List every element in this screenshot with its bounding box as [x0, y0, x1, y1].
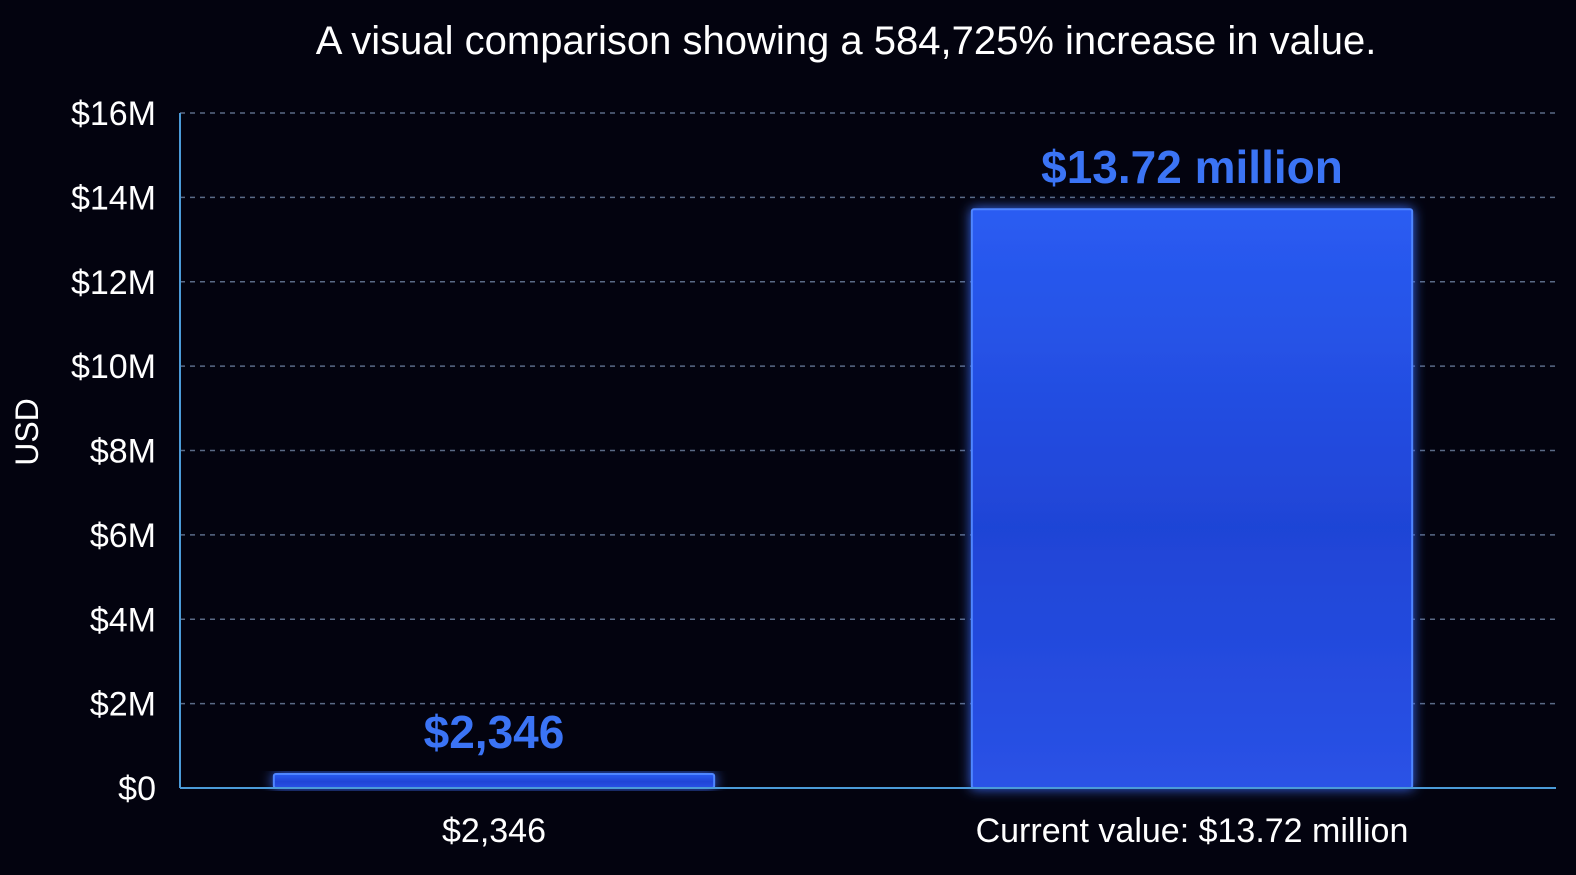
x-axis-ticks: $2,346 Current value: $13.72 million — [442, 812, 1408, 850]
chart-title: A visual comparison showing a 584,725% i… — [316, 19, 1377, 63]
y-tick-label: $4M — [90, 601, 156, 639]
bar — [272, 773, 716, 789]
y-axis-ticks: $0 $2M $4M $6M $8M $10M $12M $14M $16M — [71, 95, 156, 808]
y-tick-label: $16M — [71, 95, 156, 133]
y-tick-label: $2M — [90, 686, 156, 724]
axes — [179, 113, 1556, 789]
y-tick-label: $0 — [118, 770, 156, 808]
data-labels: $2,346 $13.72 million — [424, 141, 1343, 758]
y-tick-label: $10M — [71, 348, 156, 386]
data-label: $13.72 million — [1041, 141, 1343, 193]
bars — [272, 208, 1414, 789]
data-label: $2,346 — [424, 706, 565, 758]
x-tick-label: Current value: $13.72 million — [976, 812, 1409, 850]
y-tick-label: $6M — [90, 517, 156, 555]
x-tick-label: $2,346 — [442, 812, 546, 850]
y-axis-label: USD — [9, 398, 45, 466]
y-tick-label: $8M — [90, 433, 156, 471]
y-tick-label: $14M — [71, 179, 156, 217]
bar — [970, 208, 1414, 789]
y-tick-label: $12M — [71, 264, 156, 302]
